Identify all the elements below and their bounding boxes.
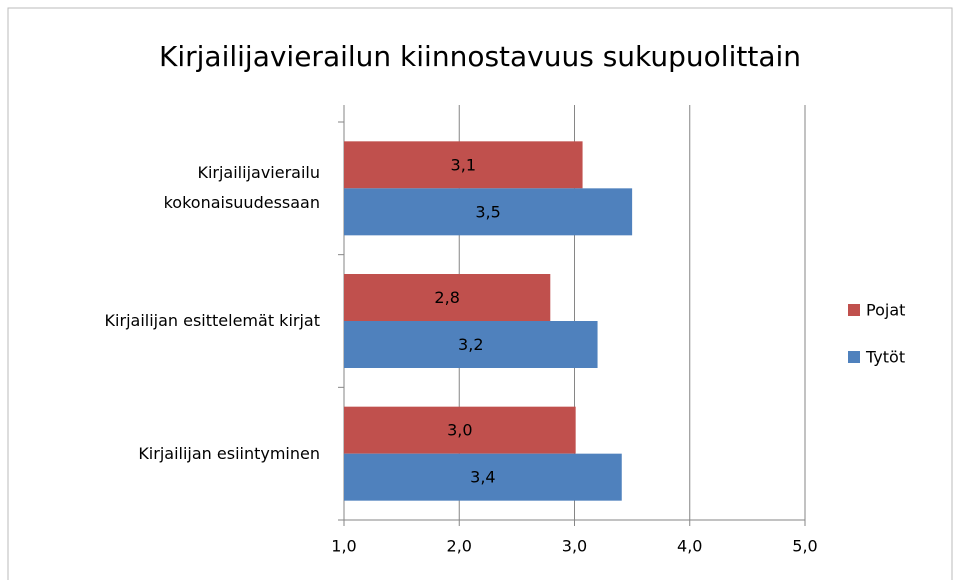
data-label: 3,2 — [458, 335, 483, 354]
bar — [344, 321, 598, 368]
y-tick-label: Kirjailijan esiintyminen — [138, 443, 320, 463]
x-tick-label: 3,0 — [562, 537, 587, 556]
x-tick-label: 2,0 — [447, 537, 472, 556]
x-tick-label: 4,0 — [677, 537, 702, 556]
data-label: 3,4 — [470, 468, 495, 487]
bar — [344, 406, 576, 454]
bar — [344, 274, 551, 321]
legend-swatch — [848, 351, 860, 363]
data-label: 3,5 — [475, 202, 500, 221]
y-tick-label: Kirjailijavierailu kokonaisuudessaan — [163, 163, 320, 213]
bar — [344, 141, 583, 189]
data-label: 2,8 — [434, 288, 459, 307]
bar — [344, 453, 622, 501]
data-label: 3,0 — [447, 421, 472, 440]
legend-swatch — [848, 304, 860, 316]
y-tick-label: Kirjailijan esittelemät kirjat — [104, 311, 320, 330]
legend-label: Pojat — [866, 301, 905, 320]
x-tick-label: 5,0 — [792, 537, 817, 556]
legend-label: Tytöt — [865, 348, 905, 367]
bar — [344, 188, 633, 236]
x-tick-label: 1,0 — [331, 537, 356, 556]
chart-title: Kirjailijavierailun kiinnostavuus sukupu… — [159, 40, 801, 73]
data-label: 3,1 — [451, 155, 476, 174]
